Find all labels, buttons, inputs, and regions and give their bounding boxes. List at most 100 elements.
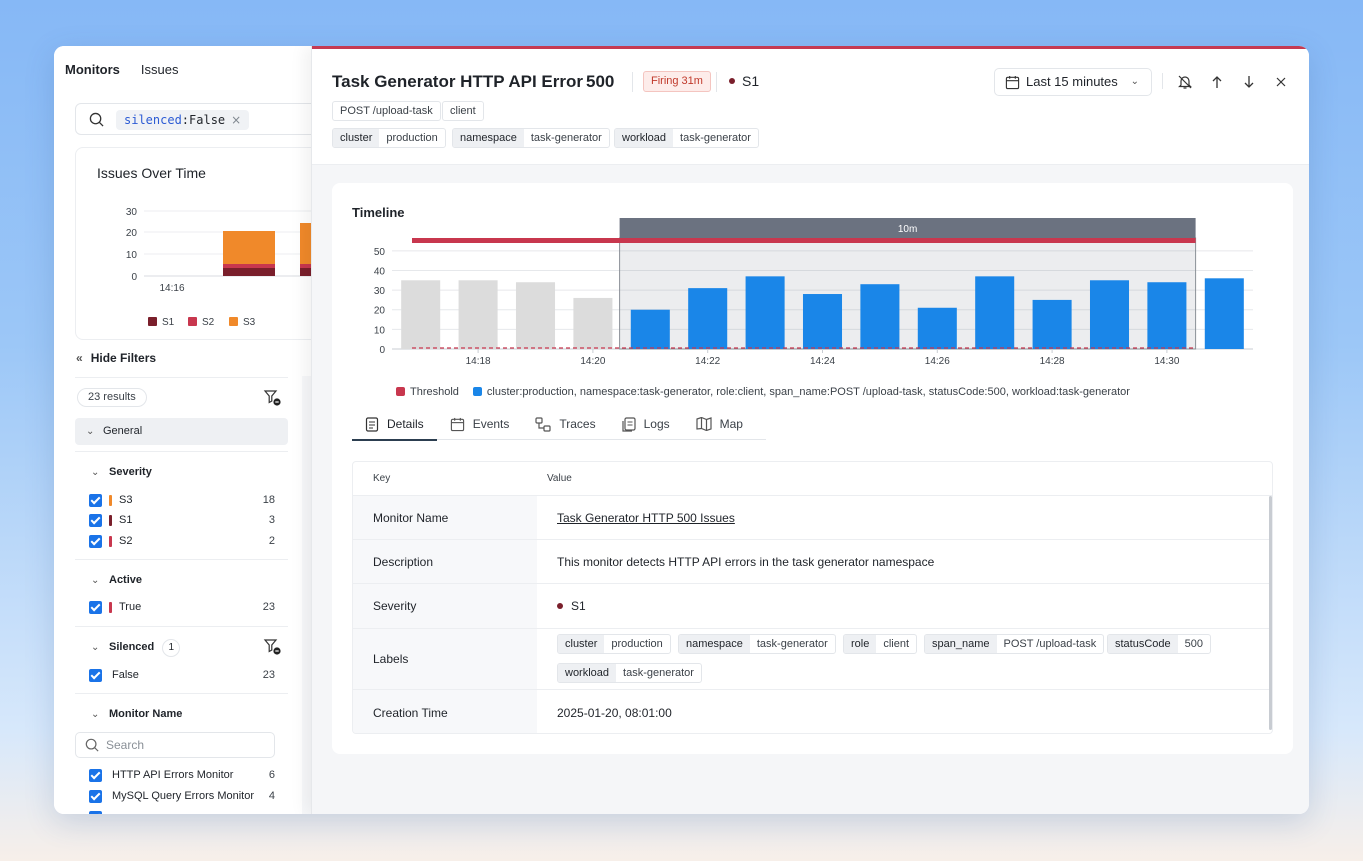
label-chip: cluster production <box>332 128 446 148</box>
checkbox[interactable] <box>89 513 102 527</box>
tab-events[interactable]: Events <box>437 408 523 440</box>
time-range-picker[interactable]: Last 15 minutes ⌄ <box>994 68 1152 96</box>
label-chip: cluster production <box>557 634 671 654</box>
filter-option-count: 18 <box>262 494 275 506</box>
monitor-name-link[interactable]: Task Generator HTTP 500 Issues <box>557 510 735 525</box>
legend-s2-swatch <box>188 317 197 326</box>
column-header-value: Value <box>547 473 572 484</box>
issue-header: Task Generator HTTP API Error 500 Firing… <box>312 49 1309 165</box>
tab-map[interactable]: Map <box>683 408 756 440</box>
table-row: Severity S1 <box>353 584 1272 629</box>
row-key: Severity <box>353 584 537 628</box>
nav-issues[interactable]: Issues <box>140 62 179 77</box>
timeline-title: Timeline <box>352 205 405 220</box>
row-value: 2025-01-20, 08:01:00 <box>557 705 672 720</box>
filter-option-monitor-partial[interactable] <box>89 809 275 814</box>
filter-active-title: Active <box>109 574 143 586</box>
legend-swatch <box>472 387 482 396</box>
filter-severity-title: Severity <box>109 466 152 478</box>
tab-label: Logs <box>643 417 670 431</box>
filter-monitor-name-header[interactable]: ⌄ Monitor Name <box>91 708 182 720</box>
label-value: production <box>611 638 663 650</box>
legend-threshold: Threshold <box>396 386 459 398</box>
chip-value: False <box>189 113 226 127</box>
issue-severity: S1 <box>729 73 759 89</box>
checkbox[interactable] <box>89 600 102 614</box>
issue-severity-label: S1 <box>742 73 760 89</box>
label-key: statusCode <box>1108 635 1178 653</box>
double-chevron-left-icon: « <box>76 351 83 365</box>
app-window: Monitors Issues silenced:False × Issues O… <box>54 46 1309 814</box>
label-value: task-generator <box>623 667 694 679</box>
table-row: Creation Time 2025-01-20, 08:01:00 <box>353 690 1272 733</box>
checkbox[interactable] <box>89 493 102 507</box>
timeline-bar <box>1204 278 1244 349</box>
filter-clear-icon[interactable] <box>263 389 281 407</box>
filter-silenced-header[interactable]: ⌄ Silenced 1 <box>91 639 181 657</box>
filter-option-label: S3 <box>119 494 133 506</box>
legend-threshold-label: Threshold <box>410 386 459 398</box>
filter-option-true[interactable]: True 23 <box>89 599 275 615</box>
timeline-bar <box>745 276 785 349</box>
tab-label: Events <box>472 417 510 431</box>
filter-option-monitor[interactable]: HTTP API Errors Monitor 6 <box>89 767 275 783</box>
document-icon <box>365 416 379 432</box>
timeline-bar <box>515 282 556 349</box>
label-chip: span_name POST /upload-task <box>924 634 1105 654</box>
issues-search-input[interactable]: silenced:False × <box>75 103 335 135</box>
checkbox[interactable] <box>89 789 102 803</box>
row-key: Creation Time <box>353 690 537 733</box>
row-value: Task Generator HTTP 500 Issues <box>557 496 735 539</box>
status-color-bar <box>109 601 112 613</box>
checkbox[interactable] <box>89 534 102 548</box>
filter-clear-icon[interactable] <box>263 638 281 656</box>
monitor-name-search-input[interactable]: Search <box>75 732 275 758</box>
chip-close-icon[interactable]: × <box>231 113 242 127</box>
filter-active-header[interactable]: ⌄ Active <box>91 574 142 586</box>
silence-bell-icon[interactable] <box>1176 73 1194 91</box>
timeline-bar <box>630 309 670 349</box>
checkbox[interactable] <box>89 668 102 682</box>
y-tick-label: 10 <box>374 325 386 336</box>
filter-option-false[interactable]: False 23 <box>89 667 275 683</box>
arrow-down-icon[interactable] <box>1240 73 1258 91</box>
x-tick-label: 14:28 <box>1040 356 1065 367</box>
chevron-down-icon: ⌄ <box>91 642 100 653</box>
legend-series: cluster:production, namespace:task-gener… <box>472 386 1130 398</box>
filter-option-s1[interactable]: S1 3 <box>89 512 275 528</box>
label-value: 500 <box>1184 638 1204 650</box>
x-tick-label: 14:20 <box>580 356 605 367</box>
label-key: role <box>844 635 877 653</box>
filter-severity-header[interactable]: ⌄ Severity <box>91 466 152 478</box>
map-icon <box>696 417 712 431</box>
table-row: Description This monitor detects HTTP AP… <box>353 540 1272 584</box>
close-icon[interactable] <box>1272 73 1290 91</box>
filter-option-count: 4 <box>268 790 275 802</box>
details-table: Key Value Monitor Name Task Generator HT… <box>352 461 1273 734</box>
hide-filters-button[interactable]: « Hide Filters <box>76 351 156 365</box>
filter-option-monitor[interactable]: MySQL Query Errors Monitor 4 <box>89 788 275 804</box>
tab-details[interactable]: Details <box>352 408 437 441</box>
column-header-key: Key <box>373 473 391 484</box>
detail-tabs: Details Events Traces Logs Map <box>352 408 766 441</box>
nav-monitors[interactable]: Monitors <box>65 62 120 77</box>
severity-color-bar <box>109 535 112 547</box>
filter-option-s2[interactable]: S2 2 <box>89 533 275 549</box>
filter-option-s3[interactable]: S3 18 <box>89 492 275 508</box>
filter-group-general[interactable]: ⌄ General <box>75 418 288 445</box>
checkbox[interactable] <box>89 768 102 782</box>
bar-1-s2 <box>223 264 275 268</box>
tab-traces[interactable]: Traces <box>522 408 608 440</box>
tab-logs[interactable]: Logs <box>609 408 683 440</box>
timeline-bar <box>688 288 728 349</box>
search-filter-chip[interactable]: silenced:False × <box>116 110 250 130</box>
arrow-up-icon[interactable] <box>1208 73 1226 91</box>
y-tick-20: 20 <box>126 228 138 239</box>
selection-window-label: 10m <box>898 224 917 235</box>
x-tick-label: 14:24 <box>810 356 835 367</box>
status-badge: Firing 31m <box>643 71 711 92</box>
filter-option-label: S2 <box>119 535 133 547</box>
table-scrollbar[interactable] <box>1269 496 1272 730</box>
y-tick-label: 50 <box>374 247 386 258</box>
checkbox[interactable] <box>89 810 102 814</box>
